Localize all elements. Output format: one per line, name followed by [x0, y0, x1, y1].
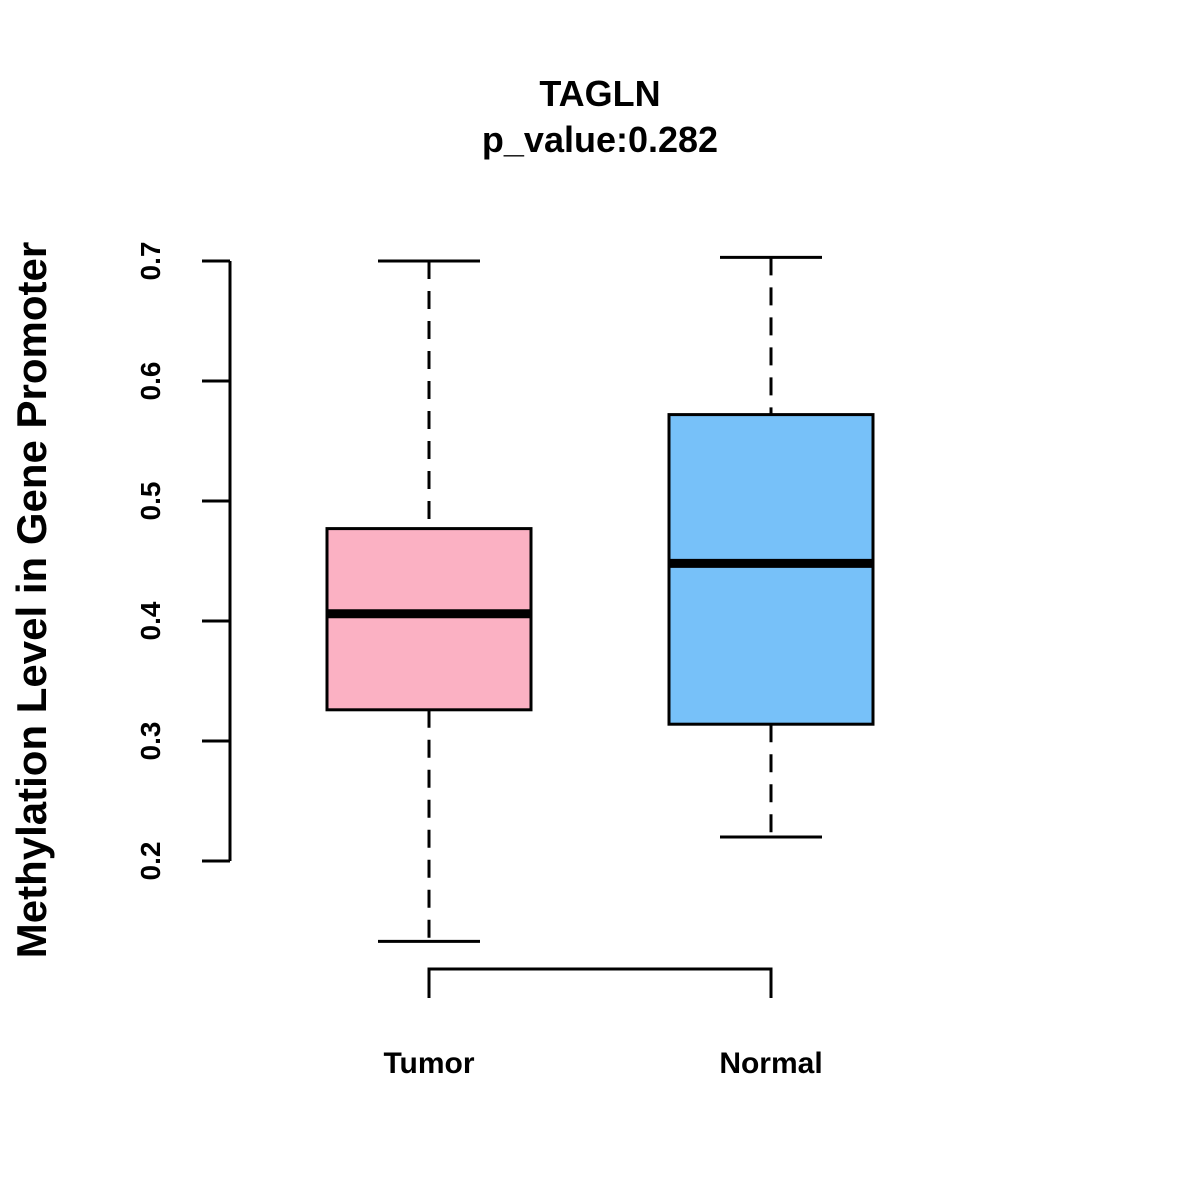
- x-category-label: Tumor: [383, 1047, 474, 1080]
- bracket-line: [427, 967, 773, 998]
- y-tick-label: 0.2: [135, 842, 166, 881]
- x-category-label: Normal: [719, 1047, 822, 1080]
- comparison-bracket: [427, 967, 773, 998]
- y-tick-label: 0.3: [135, 722, 166, 761]
- x-axis-labels: Tumor Normal: [383, 1047, 822, 1080]
- iqr-box: [325, 527, 533, 712]
- box-normal: [667, 255, 875, 839]
- y-axis-label: Methylation Level in Gene Promoter: [8, 242, 55, 958]
- y-tick-label: 0.4: [135, 601, 166, 640]
- box-tumor: [325, 259, 533, 943]
- chart-title: TAGLN: [539, 73, 660, 114]
- y-tick-label: 0.7: [135, 242, 166, 281]
- y-tick-label: 0.6: [135, 362, 166, 401]
- box-series: [325, 255, 875, 943]
- iqr-box: [667, 413, 875, 726]
- y-axis: 0.2 0.3 0.4 0.5 0.6 0.7: [135, 242, 232, 881]
- chart-subtitle: p_value:0.282: [482, 119, 718, 160]
- y-tick-label: 0.5: [135, 482, 166, 521]
